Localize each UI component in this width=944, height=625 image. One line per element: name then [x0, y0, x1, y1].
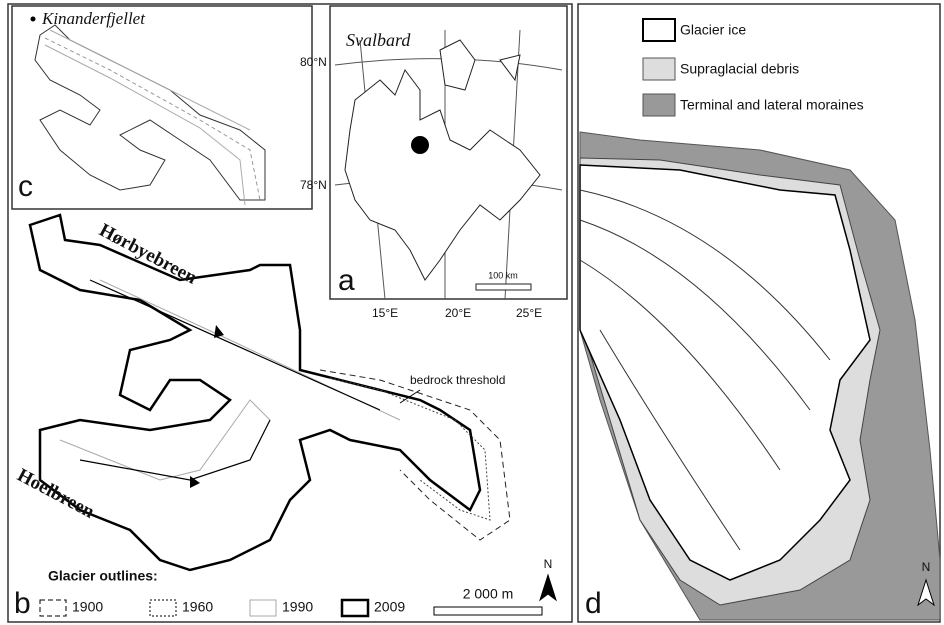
legend-label: Supraglacial debris — [680, 61, 799, 77]
legend-swatch — [250, 600, 276, 616]
scale-bar — [434, 607, 542, 615]
panel-letter: b — [14, 587, 31, 620]
peak-marker — [31, 17, 36, 22]
lat-label: 78°N — [300, 178, 327, 192]
legend-label: Glacier ice — [680, 22, 746, 38]
north-label: N — [922, 560, 931, 574]
legend-title: Glacier outlines: — [48, 568, 158, 584]
lat-label: 80°N — [300, 55, 327, 69]
place-label: Kinanderfjellet — [41, 9, 146, 28]
location-marker — [411, 136, 429, 154]
lon-label: 20°E — [445, 306, 471, 320]
panel-c: Kinanderfjellet c — [12, 6, 312, 209]
scale-label: 100 km — [488, 270, 518, 280]
legend-label: 1990 — [282, 599, 313, 615]
panel-letter: c — [18, 170, 33, 203]
lon-label: 25°E — [516, 306, 542, 320]
figure: Kinanderfjellet c Svalbard 80°N 78°N 15°… — [0, 0, 944, 625]
panel-d: Glacier ice Supraglacial debris Terminal… — [578, 4, 940, 622]
panel-letter: d — [585, 587, 602, 620]
legend-label: 1900 — [72, 599, 103, 615]
panel-a: Svalbard 80°N 78°N 15°E 20°E 25°E 100 km… — [300, 6, 567, 320]
legend-label: 2009 — [374, 599, 405, 615]
legend-label: Terminal and lateral moraines — [680, 97, 864, 113]
legend-swatch — [643, 58, 675, 80]
region-label: Svalbard — [346, 30, 411, 50]
lon-label: 15°E — [372, 306, 398, 320]
legend-swatch — [643, 19, 675, 41]
legend-swatch — [150, 600, 176, 616]
legend-swatch — [342, 600, 368, 616]
scale-bar — [476, 284, 531, 290]
legend-swatch — [40, 600, 66, 616]
panel-letter: a — [338, 264, 355, 297]
scale-label: 2 000 m — [463, 586, 514, 602]
legend-swatch — [643, 94, 675, 116]
north-label: N — [544, 557, 553, 571]
legend-label: 1960 — [182, 599, 213, 615]
annotation: bedrock threshold — [410, 373, 505, 387]
